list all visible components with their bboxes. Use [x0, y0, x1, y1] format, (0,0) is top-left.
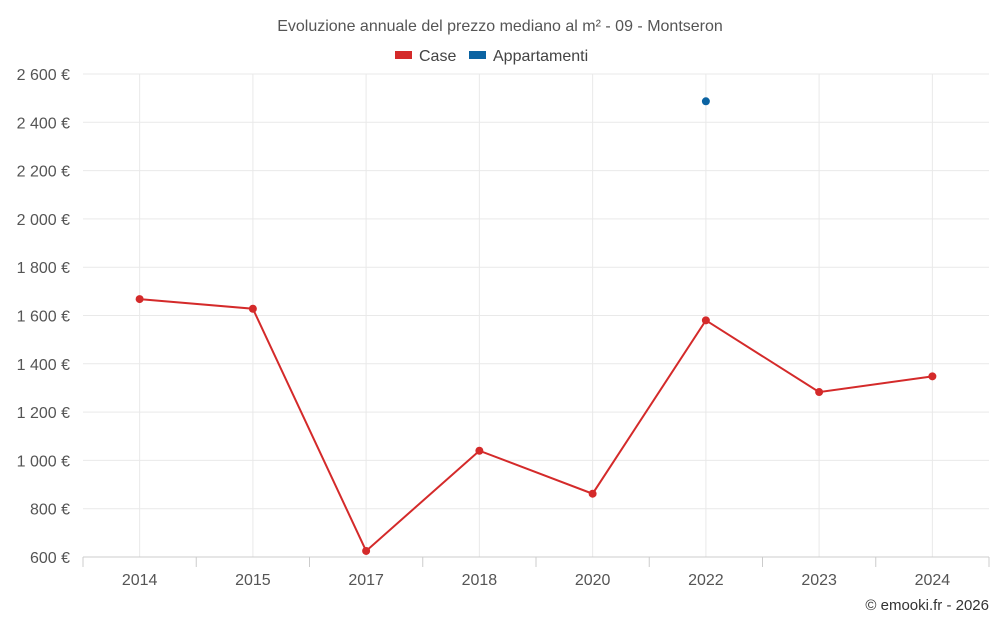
y-tick-label: 1 800 €	[17, 260, 70, 277]
y-tick-label: 1 400 €	[17, 357, 70, 374]
data-point-case[interactable]	[135, 295, 144, 304]
series-line-case	[139, 298, 933, 553]
data-point-appartamenti[interactable]	[701, 97, 710, 106]
y-tick-label: 1 600 €	[17, 309, 70, 326]
x-tick-label: 2024	[915, 572, 951, 589]
x-tick-label: 2015	[235, 572, 271, 589]
y-tick-label: 800 €	[30, 502, 70, 519]
credit-text: © emooki.fr - 2026	[865, 597, 989, 614]
data-point-case[interactable]	[928, 372, 937, 381]
grid	[83, 73, 989, 557]
data-point-case[interactable]	[815, 388, 824, 397]
data-point-case[interactable]	[248, 304, 257, 313]
legend-swatch-case	[395, 51, 412, 59]
x-tick-label: 2020	[575, 572, 611, 589]
x-tick-label: 2014	[122, 572, 158, 589]
data-point-case[interactable]	[475, 446, 484, 455]
y-tick-label: 2 200 €	[17, 164, 70, 181]
legend-item-appartamenti[interactable]: Appartamenti	[469, 48, 588, 65]
legend-label-appartamenti: Appartamenti	[493, 48, 588, 65]
x-axis: 2014 2015 2017 2018 2020 2022 2023 2024	[82, 556, 990, 589]
y-tick-label: 2 000 €	[17, 212, 70, 229]
x-tick-label: 2022	[688, 572, 724, 589]
x-tick-label: 2017	[348, 572, 384, 589]
y-axis: 600 € 800 € 1 000 € 1 200 € 1 400 € 1 600 € 1 …	[17, 67, 70, 567]
data-point-case[interactable]	[588, 489, 597, 498]
data-point-case[interactable]	[362, 546, 371, 555]
data-point-case[interactable]	[701, 316, 710, 325]
y-tick-label: 600 €	[30, 550, 70, 567]
y-tick-label: 2 600 €	[17, 67, 70, 84]
legend: Case Appartamenti	[395, 48, 588, 65]
legend-swatch-appartamenti	[469, 51, 486, 59]
y-tick-label: 1 000 €	[17, 453, 70, 470]
legend-label-case: Case	[419, 48, 456, 65]
legend-item-case[interactable]: Case	[395, 48, 456, 65]
x-tick-label: 2023	[801, 572, 837, 589]
x-tick-label: 2018	[462, 572, 498, 589]
chart-title: Evoluzione annuale del prezzo mediano al…	[277, 18, 723, 35]
y-tick-label: 1 200 €	[17, 405, 70, 422]
y-tick-label: 2 400 €	[17, 115, 70, 132]
series-layer	[135, 97, 937, 555]
